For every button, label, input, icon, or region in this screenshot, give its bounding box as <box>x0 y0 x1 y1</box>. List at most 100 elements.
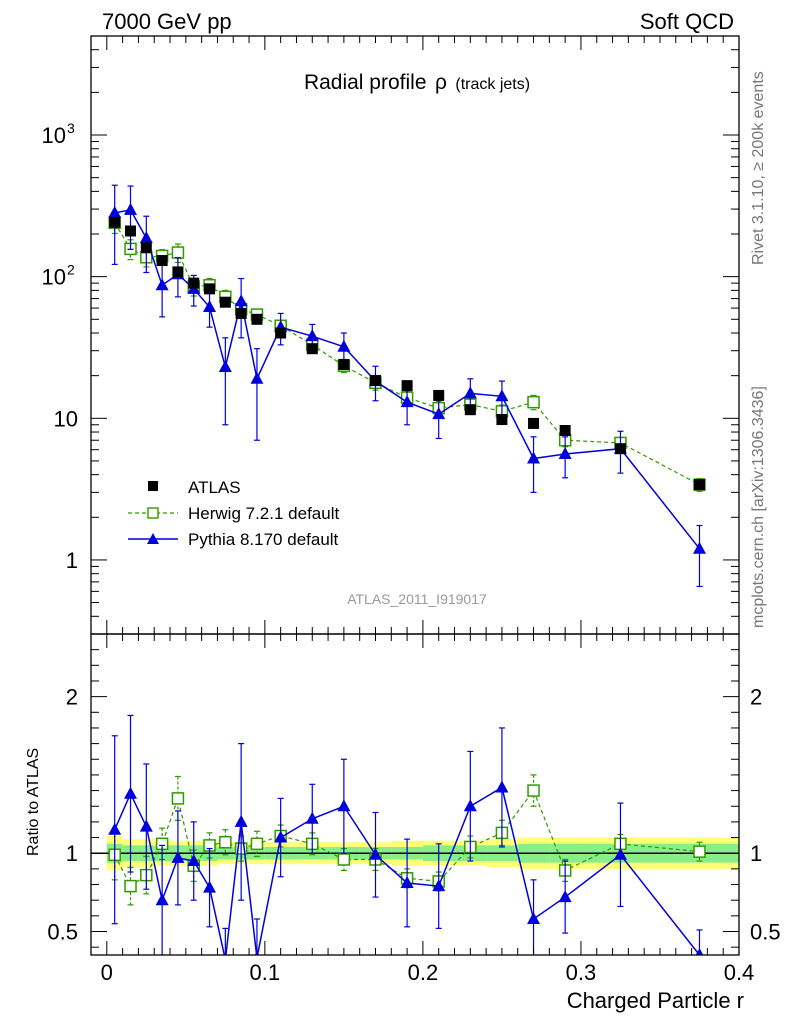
ratio-pythia-point <box>432 879 446 892</box>
y-tick-label: 10 <box>42 123 66 148</box>
ratio-herwig-point <box>124 879 137 893</box>
ratio-axes: 0 0.1 0.2 0.3 0.4 0.5 0.5 1 1 2 2 <box>47 634 781 985</box>
main-pythia-point <box>155 278 169 291</box>
ratio-pythia-point <box>368 847 382 860</box>
main-atlas-point <box>369 374 381 386</box>
ratio-pythia-point <box>139 819 153 832</box>
y-tick-label: 1 <box>66 548 78 573</box>
main-pythia-point <box>527 451 541 464</box>
main-atlas-point <box>528 417 540 429</box>
main-pythia-point <box>124 202 138 215</box>
x-tick-label: 0.2 <box>408 960 439 985</box>
main-pythia-point <box>305 329 319 342</box>
main-atlas-point <box>188 277 200 289</box>
ratio-pythia-point <box>527 911 541 924</box>
main-herwig-line <box>114 222 700 486</box>
main-atlas-point <box>235 307 247 319</box>
side-mcplots-label: mcplots.cern.ch [arXiv:1306.3436] <box>750 386 767 628</box>
side-rivet-label: Rivet 3.1.10, ≥ 200k events <box>750 71 767 265</box>
ratio-y-tick-label: 0.5 <box>47 920 78 945</box>
main-atlas-point <box>125 225 137 237</box>
ratio-herwig-point <box>250 837 264 851</box>
ratio-pythia-point <box>337 799 351 812</box>
legend-atlas-label: ATLAS <box>188 478 241 497</box>
title-text: Radial profile <box>304 71 427 94</box>
ratio-pythia-point <box>254 951 260 955</box>
main-pythia-point <box>400 395 414 408</box>
main-pythia-point <box>692 541 706 554</box>
legend-herwig-label: Herwig 7.2.1 default <box>188 504 339 523</box>
main-atlas-point <box>172 266 184 278</box>
main-title: Radial profile ρ (track jets) <box>304 71 530 94</box>
main-atlas-point <box>306 343 318 355</box>
x-tick-label: 0.4 <box>724 960 755 985</box>
main-atlas-point <box>496 414 508 426</box>
main-atlas-point <box>204 283 216 295</box>
ratio-pythia-point <box>203 880 217 893</box>
title-suffix: (track jets) <box>455 76 530 93</box>
y-tick-label: 10 <box>42 265 66 290</box>
ratio-data-marks <box>91 714 739 955</box>
ratio-pythia-line <box>114 786 701 955</box>
main-pythia-point <box>108 205 122 218</box>
main-pythia-point <box>250 371 264 384</box>
ratio-pythia-point <box>305 811 319 824</box>
header-process-label: Soft QCD <box>640 9 734 34</box>
main-pythia-line <box>114 209 701 550</box>
main-atlas-point <box>140 242 152 254</box>
ratio-herwig-point <box>171 792 185 805</box>
main-data-marks <box>108 184 706 588</box>
main-atlas-point <box>693 479 705 491</box>
main-pythia-point <box>495 389 509 402</box>
ratio-herwig-line <box>114 789 700 887</box>
ratio-herwig-point <box>527 784 540 797</box>
ratio-y-tick-label: 2 <box>66 685 78 710</box>
main-pythia-point <box>432 407 446 420</box>
main-pythia-point <box>558 446 572 459</box>
x-tick-label: 0.3 <box>566 960 597 985</box>
ratio-pythia-point <box>695 948 704 955</box>
main-pythia-point <box>218 360 232 373</box>
ratio-pythia-point <box>108 822 122 835</box>
main-pythia-point <box>139 231 153 244</box>
ratio-pythia-point <box>613 847 627 860</box>
header-energy-label: 7000 GeV pp <box>102 9 232 34</box>
y-tick-exponent: 3 <box>67 120 75 136</box>
main-pythia-point <box>234 294 248 307</box>
legend: ATLAS Herwig 7.2.1 default Pythia 8.170 … <box>128 478 339 549</box>
legend-pythia-marker <box>147 533 159 544</box>
ratio-y-tick-label-right: 2 <box>750 685 762 710</box>
main-atlas-point <box>559 425 571 437</box>
ratio-herwig-point <box>693 845 706 858</box>
ratio-y-tick-label-right: 1 <box>750 841 762 866</box>
main-atlas-point <box>464 404 476 416</box>
x-tick-label: 0.1 <box>250 960 281 985</box>
ratio-herwig-point <box>219 836 232 849</box>
ratio-frame <box>90 633 740 956</box>
main-pythia-point <box>463 386 477 399</box>
main-atlas-point <box>219 296 231 308</box>
ratio-pythia-point <box>495 780 509 793</box>
ratio-pythia-point <box>463 799 477 812</box>
analysis-id: ATLAS_2011_I919017 <box>347 591 487 607</box>
main-herwig-point <box>527 395 540 409</box>
ratio-y-tick-label: 1 <box>66 841 78 866</box>
main-pythia-point <box>203 300 217 313</box>
main-pythia-point <box>337 339 351 352</box>
ratio-pythia-point <box>124 786 138 799</box>
main-atlas-point <box>251 313 263 325</box>
x-axis-label: Charged Particle r <box>567 988 744 1013</box>
title-symbol: ρ <box>435 71 447 94</box>
legend-pythia-label: Pythia 8.170 default <box>188 530 339 549</box>
ratio-pythia-point <box>400 875 414 888</box>
main-atlas-point <box>109 216 121 228</box>
main-atlas-point <box>614 443 626 455</box>
main-atlas-point <box>401 380 413 392</box>
ratio-y-tick-label-right: 0.5 <box>750 920 781 945</box>
ratio-pythia-point <box>558 890 572 903</box>
main-atlas-point <box>433 389 445 401</box>
main-atlas-point <box>275 327 287 339</box>
